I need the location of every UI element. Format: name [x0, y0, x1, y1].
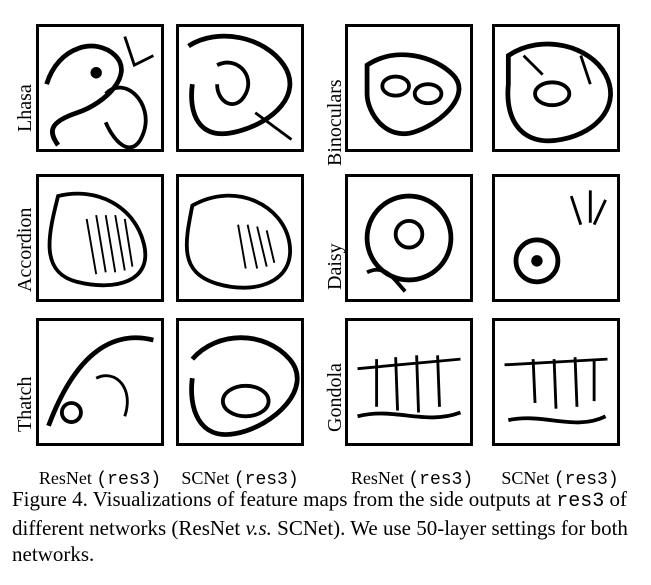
caption-label: Figure 4.: [12, 487, 88, 511]
caption-text-3: SCNet). We use 50-layer settings for bot…: [12, 516, 628, 566]
row-label-thatch: Thatch: [14, 376, 36, 432]
column-label-name: ResNet: [38, 468, 92, 488]
feature-map-gondola-scnet: [492, 318, 620, 446]
feature-map-binoculars-scnet: [492, 24, 620, 152]
caption-text-1: Visualizations of feature maps from the …: [92, 487, 551, 511]
feature-map-thatch-resnet: [36, 318, 164, 446]
row-label-accordion: Accordion: [14, 207, 36, 292]
row-label-lhasa: Lhasa: [14, 84, 36, 132]
row-label-gondola: Gondola: [324, 363, 346, 432]
column-label-code: (res3): [553, 470, 619, 490]
column-label-name: ResNet: [350, 468, 404, 488]
feature-map-gondola-resnet: [345, 318, 473, 446]
feature-map-binoculars-resnet: [345, 24, 473, 152]
column-label-name: SCNet: [181, 468, 230, 488]
column-label-code: (res3): [96, 470, 162, 490]
caption-text-2: of different networks (ResNet: [12, 487, 628, 540]
column-label-code: (res3): [408, 470, 474, 490]
column-label-resnet-left: ResNet (res3): [25, 468, 175, 490]
column-label-resnet-right: ResNet (res3): [337, 468, 487, 490]
caption-vs: v.s.: [245, 516, 272, 540]
column-label-name: SCNet: [501, 468, 550, 488]
feature-map-lhasa-scnet: [176, 24, 304, 152]
column-label-code: (res3): [233, 470, 299, 490]
feature-map-daisy-scnet: [492, 174, 620, 302]
feature-map-daisy-resnet: [345, 174, 473, 302]
column-label-scnet-left: SCNet (res3): [165, 468, 315, 490]
feature-map-accordion-resnet: [36, 174, 164, 302]
feature-map-lhasa-resnet: [36, 24, 164, 152]
column-label-scnet-right: SCNet (res3): [485, 468, 635, 490]
row-label-binoculars: Binoculars: [324, 79, 346, 166]
feature-map-thatch-scnet: [176, 318, 304, 446]
row-label-daisy: Daisy: [324, 243, 346, 290]
caption-code: res3: [556, 490, 605, 513]
figure-caption: Figure 4. Visualizations of feature maps…: [12, 486, 644, 567]
feature-map-accordion-scnet: [176, 174, 304, 302]
